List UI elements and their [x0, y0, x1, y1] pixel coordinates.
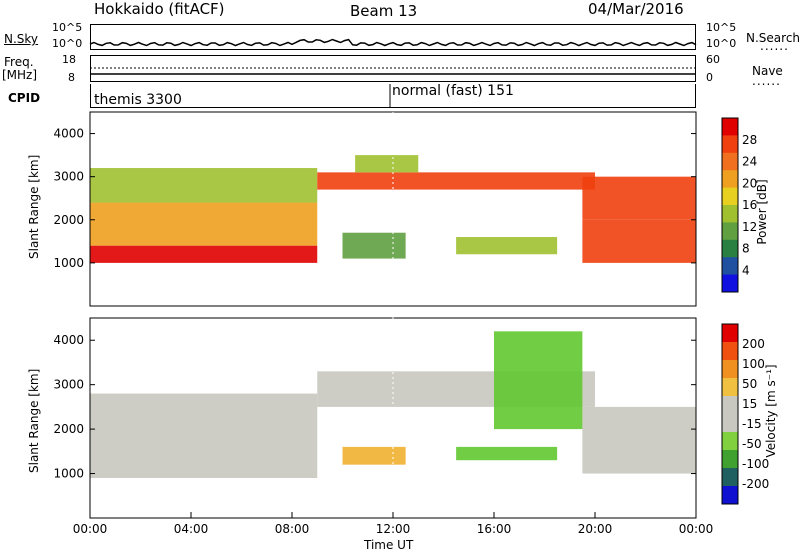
freq-unit-label: [MHz] [2, 68, 38, 82]
nave-label: Nave [752, 64, 783, 78]
station-title: Hokkaido (fitACF) [94, 0, 225, 18]
cpid-panel [90, 84, 696, 108]
cpid-mode-1: themis 3300 [94, 92, 182, 108]
colorbar-tick: 16 [742, 198, 757, 212]
colorbar-swatch [722, 170, 738, 189]
nsearch-dots: ...... [760, 39, 789, 53]
ytick-label: 1000 [53, 467, 84, 481]
heatmap-velocity [90, 331, 696, 478]
heatmap-band [456, 446, 558, 461]
noise-right-tick-top: 10^5 [706, 21, 737, 34]
colorbar-swatch [722, 450, 738, 469]
colorbar-swatch [722, 432, 738, 451]
colorbar-tick: 15 [742, 397, 757, 411]
xaxis-label: Time UT [364, 538, 414, 552]
colorbar-swatch [722, 205, 738, 223]
noise-right-tick-bottom: 10^0 [706, 37, 737, 50]
colorbar-swatch [722, 135, 738, 154]
colorbar-tick: -50 [742, 437, 762, 451]
freq-right-tick-top: 60 [706, 53, 720, 66]
beam-title: Beam 13 [350, 2, 418, 20]
colorbar-swatch [722, 274, 738, 293]
colorbar-swatch [722, 468, 738, 487]
colorbar-tick: 24 [742, 155, 757, 169]
ytick-label: 2000 [53, 422, 84, 436]
nsky-label: N.Sky [4, 32, 39, 46]
heatmap-band [90, 168, 318, 203]
heatmap-band [90, 245, 318, 263]
colorbar-tick: 20 [742, 176, 757, 190]
colorbar-swatch [722, 414, 738, 433]
freq-left-tick-top: 18 [62, 53, 76, 66]
xtick-label: 08:00 [275, 522, 310, 536]
xtick-label: 00:00 [73, 522, 108, 536]
cpid-mode-2: normal (fast) 151 [392, 83, 514, 99]
colorbar-tick: -15 [742, 417, 762, 431]
colorbar-swatch [722, 257, 738, 276]
noise-series [89, 38, 697, 47]
heatmap-band [456, 237, 558, 255]
colorbar-swatch [722, 378, 738, 397]
noise-left-tick-bottom: 10^0 [52, 37, 83, 50]
colorbar-swatch [722, 486, 738, 505]
heatmap-band [582, 219, 696, 263]
colorbar-tick: -200 [742, 477, 769, 491]
colorbar-swatch [722, 324, 738, 343]
cpid-label: CPID [8, 91, 41, 105]
freq-left-tick-bottom: 8 [68, 71, 75, 84]
heatmap-band [90, 393, 318, 478]
colorbar-swatch [722, 118, 738, 136]
heatmap-band [355, 155, 419, 173]
freq-label: Freq. [4, 55, 34, 69]
colorbar-frame [721, 323, 739, 505]
colorbar-swatch [722, 360, 738, 379]
colorbar-swatch [722, 152, 738, 171]
colorbar-frame [721, 117, 739, 293]
xtick-label: 16:00 [477, 522, 512, 536]
colorbar-tick: 100 [742, 357, 765, 371]
colorbar-swatch [722, 222, 738, 241]
heatmap-band [582, 406, 696, 474]
freq-right-tick-bottom: 0 [706, 71, 713, 84]
ytick-label: 4000 [53, 333, 84, 347]
ytick-label: 4000 [53, 127, 84, 141]
colorbar-tick: -100 [742, 457, 769, 471]
colorbar-swatch [722, 396, 738, 415]
colorbar-swatch [722, 187, 738, 206]
ytick-label: 3000 [53, 170, 84, 184]
colorbar-tick: 8 [742, 242, 750, 256]
colorbar-tick: 4 [742, 263, 750, 277]
colorbar-tick: 28 [742, 133, 757, 147]
xtick-label: 04:00 [174, 522, 209, 536]
xtick-label: 12:00 [376, 522, 411, 536]
ytick-label: 3000 [53, 378, 84, 392]
noise-panel [90, 24, 696, 50]
noise-left-tick-top: 10^5 [52, 21, 83, 34]
colorbar-tick: 50 [742, 377, 757, 391]
colorbar-swatch [722, 342, 738, 361]
heatmap-power [90, 155, 696, 263]
ytick-label: 2000 [53, 213, 84, 227]
ytick-label: 1000 [53, 256, 84, 270]
nave-dots: ...... [752, 74, 781, 88]
heatmap-band [582, 176, 696, 220]
xtick-label: 00:00 [679, 522, 714, 536]
heatmap-band [317, 172, 595, 190]
heatmap-band [90, 202, 318, 246]
heatmap-band [494, 331, 583, 430]
date-title: 04/Mar/2016 [588, 0, 684, 18]
nsearch-label: N.Search [746, 31, 800, 45]
colorbar-tick: 12 [742, 220, 757, 234]
heatmap-band [342, 446, 406, 465]
heatmap-band [342, 232, 406, 259]
colorbar-swatch [722, 239, 738, 258]
xtick-label: 20:00 [578, 522, 613, 536]
colorbar-tick: 200 [742, 337, 765, 351]
